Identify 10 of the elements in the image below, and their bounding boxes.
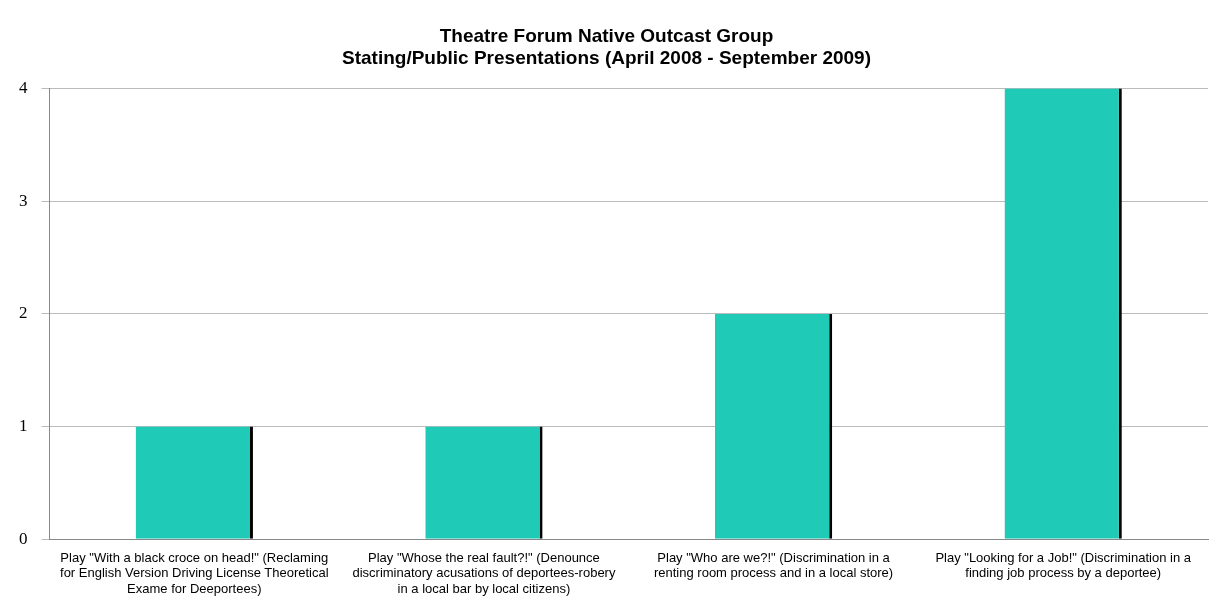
y-tick-label: 4 (19, 78, 28, 98)
y-tick-label: 3 (19, 190, 28, 210)
x-tick-label: Play "With a black croce on head!" (Reclaming for English Version Driving License Theoretical Exame for Deeportees) (60, 549, 329, 596)
x-tick-label: Play "Who are we?!" (Discrimination in a renting room process and in a local store) (653, 549, 894, 581)
y-tick-label: 0 (19, 528, 28, 548)
y-tick-label: 1 (19, 416, 28, 436)
chart-title: Theatre Forum Native Outcast Group Stating/Public Presentations (April 2008 - September 2009) (342, 24, 871, 69)
y-tick-label: 2 (19, 303, 28, 323)
x-tick-label: Play "Whose the real fault?!" (Denounce discriminatory acusations of deportees-robery in a local bar by local citizens) (352, 549, 616, 596)
x-tick-label: Play "Looking for a Job!" (Discrimination in a finding job process by a deportee) (935, 549, 1192, 581)
